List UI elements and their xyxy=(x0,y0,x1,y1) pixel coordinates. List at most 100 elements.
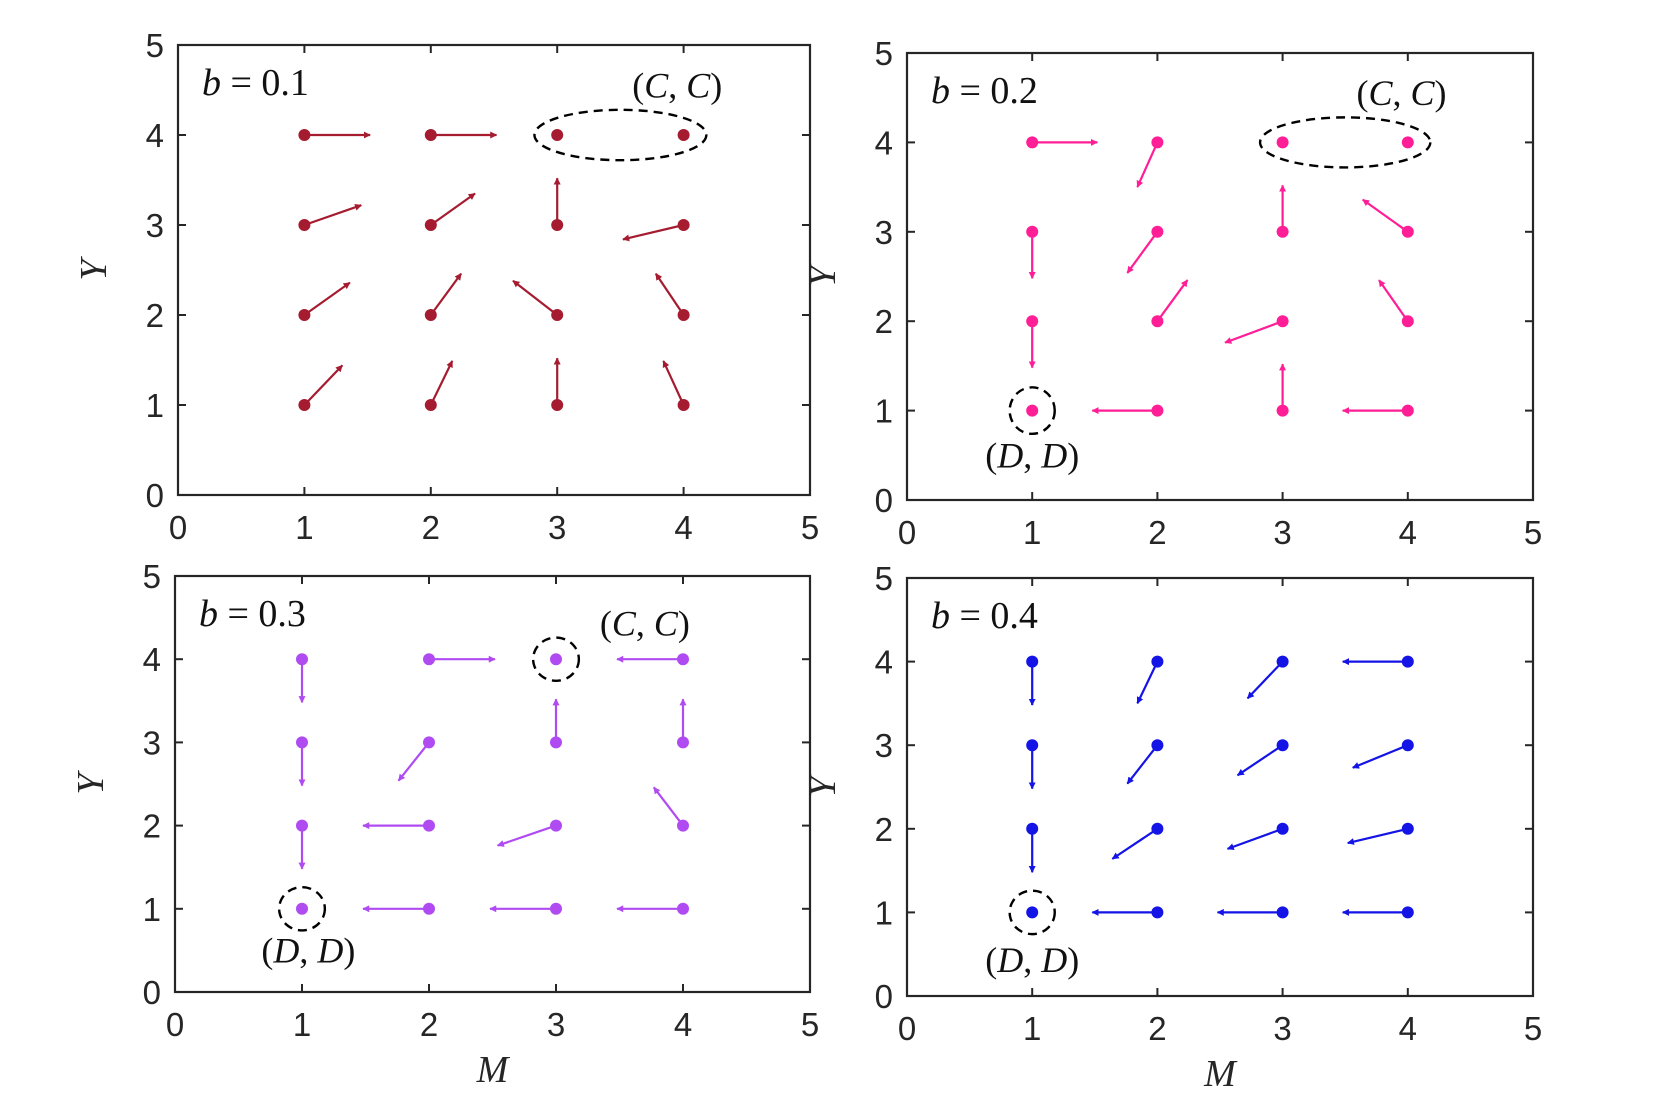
panel-4: 0 1 2 3 4 5 0 1 2 3 4 5 Y Mb = 0.4 (D, D) xyxy=(802,560,1542,1095)
equilibrium-ellipse xyxy=(533,108,708,162)
panel-label: b = 0.3 xyxy=(199,593,306,635)
vector-arrow xyxy=(429,272,463,316)
x-tick-label: 0 xyxy=(166,1006,184,1043)
state-point xyxy=(1151,315,1164,328)
vector-arrow xyxy=(512,279,558,316)
y-tick-label: 0 xyxy=(146,477,164,514)
x-tick-label: 1 xyxy=(293,1006,311,1043)
plot-frame xyxy=(176,43,812,497)
vector-arrow xyxy=(304,203,362,227)
panel-label: b = 0.4 xyxy=(931,595,1038,637)
x-tick-label: 0 xyxy=(169,509,187,546)
x-tick-label: 4 xyxy=(674,509,692,546)
state-point xyxy=(424,309,437,321)
panel-3: 0 1 2 3 4 5 0 1 2 3 4 5 Y Mb = 0.3 (C, C) (D, D) xyxy=(70,558,819,1091)
state-point xyxy=(677,219,690,231)
state-point xyxy=(1151,404,1164,417)
vector-arrow xyxy=(1224,320,1283,344)
x-tick-label: 4 xyxy=(1399,514,1417,551)
equilibrium-circle xyxy=(1008,889,1056,936)
state-point xyxy=(423,819,435,832)
state-point xyxy=(1151,739,1164,752)
x-tick-label: 2 xyxy=(1148,1010,1166,1047)
state-point xyxy=(677,736,689,749)
x-tick-label: 3 xyxy=(1273,514,1291,551)
state-point xyxy=(1026,225,1039,238)
state-point xyxy=(551,219,564,231)
panel-label: b = 0.2 xyxy=(931,70,1038,112)
y-tick-label: 1 xyxy=(146,387,164,424)
state-point xyxy=(1026,655,1039,668)
state-point xyxy=(1401,906,1414,919)
state-point xyxy=(424,219,437,231)
vector-arrow xyxy=(1136,141,1159,188)
y-tick-label: 3 xyxy=(143,724,161,761)
equilibrium-circle xyxy=(531,636,581,683)
equilibrium-label: (D, D) xyxy=(985,435,1079,475)
x-tick-label: 3 xyxy=(1273,1010,1291,1047)
x-tick-label: 1 xyxy=(1023,514,1041,551)
y-tick-label: 2 xyxy=(143,808,161,845)
y-tick-label: 5 xyxy=(146,27,164,64)
vector-arrow xyxy=(1126,744,1159,785)
state-point xyxy=(423,736,435,749)
state-point xyxy=(677,902,689,915)
state-point xyxy=(1276,136,1289,149)
plot-frame xyxy=(905,576,1535,998)
state-point xyxy=(1026,906,1039,919)
state-point xyxy=(1401,136,1414,149)
y-tick-label: 0 xyxy=(875,978,893,1015)
state-point xyxy=(296,819,308,832)
state-point xyxy=(424,399,437,411)
x-tick-label: 5 xyxy=(801,1006,819,1043)
y-tick-label: 2 xyxy=(875,303,893,340)
state-point xyxy=(1401,739,1414,752)
state-point xyxy=(298,399,311,411)
vector-arrow xyxy=(397,741,430,782)
vector-arrow xyxy=(429,360,454,406)
state-point xyxy=(423,653,435,666)
equilibrium-label: (C, C) xyxy=(632,66,722,106)
equilibrium-label: (D, D) xyxy=(985,940,1079,980)
state-point xyxy=(1151,136,1164,149)
vector-arrow xyxy=(1378,279,1409,322)
vector-arrow xyxy=(652,786,684,827)
y-tick-label: 5 xyxy=(143,558,161,595)
plot-frame xyxy=(905,51,1535,502)
state-point xyxy=(550,902,562,915)
y-tick-label: 4 xyxy=(146,117,164,154)
state-point xyxy=(1026,404,1039,417)
state-point xyxy=(677,129,690,141)
x-tick-label: 2 xyxy=(1148,514,1166,551)
state-point xyxy=(1276,225,1289,238)
x-tick-label: 4 xyxy=(1399,1010,1417,1047)
y-tick-label: 2 xyxy=(875,811,893,848)
x-tick-label: 4 xyxy=(674,1006,692,1043)
y-tick-label: 0 xyxy=(875,482,893,519)
state-point xyxy=(1401,655,1414,668)
vector-arrow xyxy=(1347,827,1409,845)
y-tick-label: 3 xyxy=(146,207,164,244)
equilibrium-ellipse xyxy=(1258,116,1432,169)
state-point xyxy=(551,129,564,141)
state-point xyxy=(1026,822,1039,835)
state-point xyxy=(677,309,690,321)
x-axis-label: M xyxy=(476,1049,511,1091)
state-point xyxy=(1276,739,1289,752)
vector-arrow xyxy=(1136,661,1159,705)
y-tick-label: 4 xyxy=(143,641,161,678)
y-tick-label: 1 xyxy=(143,891,161,928)
vector-arrow xyxy=(303,364,344,406)
state-point xyxy=(1026,739,1039,752)
x-tick-label: 3 xyxy=(547,1006,565,1043)
y-axis-label: Y xyxy=(70,770,112,795)
state-point xyxy=(298,219,311,231)
state-point xyxy=(423,902,435,915)
state-point xyxy=(296,736,308,749)
y-tick-label: 3 xyxy=(875,727,893,764)
state-point xyxy=(1401,822,1414,835)
state-point xyxy=(1276,655,1289,668)
equilibrium-label: (C, C) xyxy=(600,603,690,643)
state-point xyxy=(677,653,689,666)
panel-1: 0 1 2 3 4 5 0 1 2 3 4 5 Yb = 0.1 (C, C) xyxy=(73,27,819,546)
